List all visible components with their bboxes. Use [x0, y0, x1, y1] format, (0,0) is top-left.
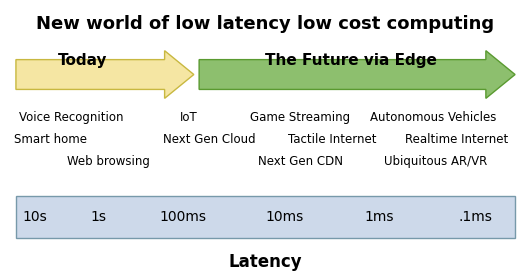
Text: Next Gen Cloud: Next Gen Cloud: [164, 133, 256, 146]
Text: Ubiquitous AR/VR: Ubiquitous AR/VR: [384, 155, 487, 168]
Text: Realtime Internet: Realtime Internet: [405, 133, 508, 146]
Text: Game Streaming: Game Streaming: [250, 111, 350, 124]
Text: Today: Today: [57, 53, 107, 68]
Polygon shape: [16, 51, 194, 98]
Text: 1ms: 1ms: [365, 211, 395, 224]
Text: Tactile Internet: Tactile Internet: [288, 133, 376, 146]
Text: Autonomous Vehicles: Autonomous Vehicles: [370, 111, 496, 124]
Text: Smart home: Smart home: [14, 133, 87, 146]
Text: 10ms: 10ms: [265, 211, 303, 224]
Text: Latency: Latency: [229, 253, 302, 270]
Polygon shape: [199, 51, 515, 98]
Text: 10s: 10s: [22, 211, 47, 224]
Text: 1s: 1s: [90, 211, 106, 224]
Text: New world of low latency low cost computing: New world of low latency low cost comput…: [37, 15, 494, 33]
Text: 100ms: 100ms: [160, 211, 207, 224]
Text: Web browsing: Web browsing: [67, 155, 150, 168]
Text: Voice Recognition: Voice Recognition: [20, 111, 124, 124]
Text: The Future via Edge: The Future via Edge: [264, 53, 436, 68]
Text: IoT: IoT: [179, 111, 198, 124]
Text: Next Gen CDN: Next Gen CDN: [258, 155, 342, 168]
Bar: [16, 196, 515, 238]
Text: .1ms: .1ms: [458, 211, 492, 224]
